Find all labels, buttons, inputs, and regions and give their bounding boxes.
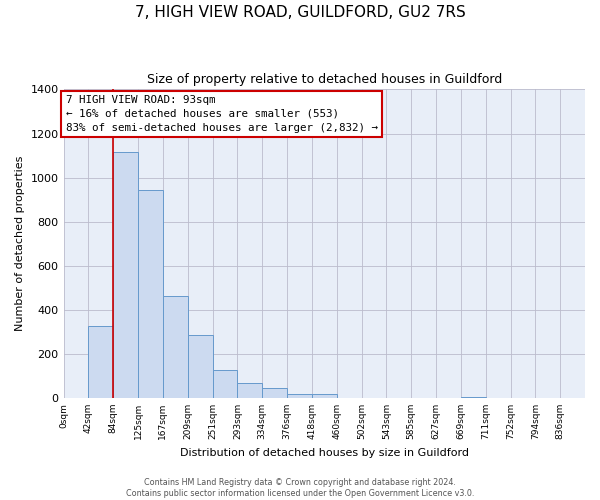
X-axis label: Distribution of detached houses by size in Guildford: Distribution of detached houses by size … — [180, 448, 469, 458]
Bar — [312, 394, 337, 398]
Bar — [113, 152, 138, 398]
Bar — [138, 190, 163, 398]
Bar — [212, 370, 238, 398]
Y-axis label: Number of detached properties: Number of detached properties — [15, 156, 25, 332]
Bar — [238, 382, 262, 398]
Text: Contains HM Land Registry data © Crown copyright and database right 2024.
Contai: Contains HM Land Registry data © Crown c… — [126, 478, 474, 498]
Bar — [188, 335, 212, 398]
Bar — [287, 394, 312, 398]
Text: 7 HIGH VIEW ROAD: 93sqm
← 16% of detached houses are smaller (553)
83% of semi-d: 7 HIGH VIEW ROAD: 93sqm ← 16% of detache… — [65, 95, 377, 133]
Bar — [88, 326, 113, 398]
Bar — [461, 397, 485, 398]
Text: 7, HIGH VIEW ROAD, GUILDFORD, GU2 7RS: 7, HIGH VIEW ROAD, GUILDFORD, GU2 7RS — [134, 5, 466, 20]
Title: Size of property relative to detached houses in Guildford: Size of property relative to detached ho… — [146, 72, 502, 86]
Bar — [262, 388, 287, 398]
Bar — [163, 296, 188, 398]
